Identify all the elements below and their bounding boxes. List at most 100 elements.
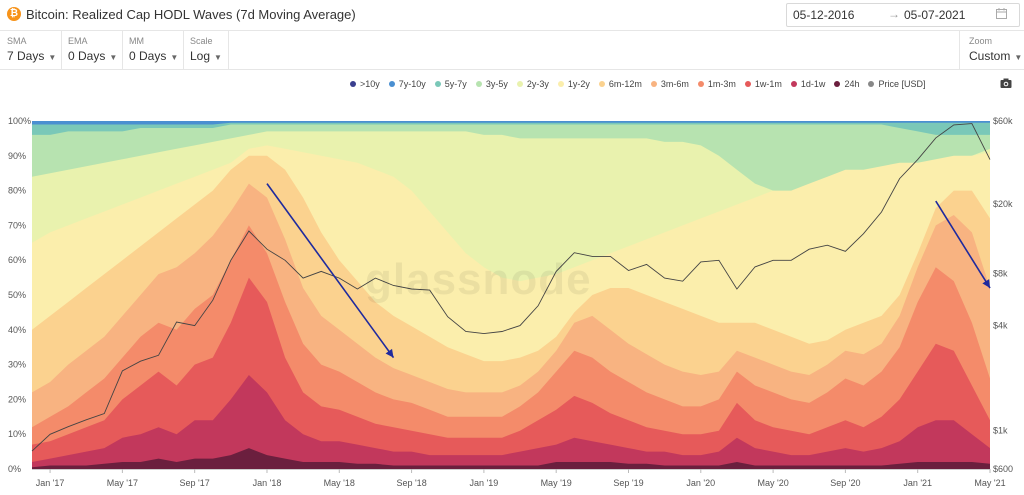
legend-label: Price [USD]	[878, 79, 926, 89]
legend-label: 1y-2y	[567, 79, 590, 89]
legend-label: 7y-10y	[398, 79, 426, 89]
zoom-select[interactable]: Zoom Custom ▼	[959, 31, 1024, 69]
legend-item[interactable]: 1d-1w	[790, 79, 826, 89]
legend-item[interactable]: 1y-2y	[557, 79, 590, 89]
legend-item[interactable]: 3m-6m	[650, 79, 689, 89]
y-left-tick-label: 90%	[8, 151, 26, 161]
calendar-icon[interactable]	[996, 8, 1007, 19]
y-right-tick-label: $4k	[993, 321, 1008, 331]
legend-label: 5y-7y	[444, 79, 467, 89]
legend-label: 1d-1w	[800, 79, 826, 89]
x-tick-label: Jan '17	[36, 478, 65, 488]
legend-item[interactable]: 24h	[834, 79, 859, 89]
chevron-down-icon: ▼	[170, 53, 179, 62]
chevron-down-icon: ▼	[48, 53, 57, 62]
legend-label: 1w-1m	[754, 79, 782, 89]
legend-item[interactable]: >10y	[350, 79, 380, 89]
x-axis: Jan '17 May '17 Sep '17 Jan '18 May '18 Sep '…	[32, 469, 1006, 488]
legend-dot	[834, 81, 841, 87]
scale-value[interactable]: Log ▼	[190, 49, 222, 63]
trend-arrow-head	[982, 279, 990, 289]
y-left-tick-label: 80%	[8, 186, 26, 196]
legend-label: 3y-5y	[485, 79, 508, 89]
y-left-tick-label: 30%	[8, 360, 26, 370]
x-tick-label: Sep '18	[396, 478, 426, 488]
date-end[interactable]: 05-07-2021	[904, 8, 966, 22]
ema-value[interactable]: 0 Days ▼	[68, 49, 118, 63]
date-range-picker[interactable]: 05-12-2016 → 05-07-2021	[786, 3, 1020, 27]
mm-select[interactable]: MM 0 Days ▼	[122, 31, 184, 69]
legend-dot	[650, 81, 657, 87]
scale-label: Scale	[190, 36, 213, 46]
mm-value[interactable]: 0 Days ▼	[129, 49, 179, 63]
y-right-tick-label: $20k	[993, 199, 1013, 209]
legend-label: 1m-3m	[707, 79, 736, 89]
y-right-tick-label: $1k	[993, 425, 1008, 435]
camera-icon[interactable]	[1000, 77, 1012, 89]
page-title: Bitcoin: Realized Cap HODL Waves (7d Mov…	[26, 7, 356, 22]
x-tick-label: May '21	[974, 478, 1005, 488]
watermark: glassnode	[365, 255, 592, 304]
legend-dot	[557, 81, 564, 87]
legend-label: 6m-12m	[608, 79, 642, 89]
legend-dot	[516, 81, 523, 87]
x-tick-label: Jan '20	[686, 478, 715, 488]
zoom-label: Zoom	[969, 36, 993, 46]
chevron-down-icon: ▼	[1014, 53, 1023, 62]
sma-value[interactable]: 7 Days ▼	[7, 49, 57, 63]
y-axis-right: $600 $1k $4k $8k $20k $60k	[993, 116, 1013, 474]
trend-arrow-line	[266, 183, 395, 359]
x-tick-label: Jan '18	[253, 478, 282, 488]
y-left-tick-label: 50%	[8, 290, 26, 300]
trend-arrow-head	[385, 348, 394, 358]
chart-legend: >10y 7y-10y 5y-7y 3y-5y 2y-3y 1y-2y 6m-12m 3m-6…	[350, 77, 934, 91]
legend-label: 3m-6m	[660, 79, 689, 89]
price-layer	[31, 123, 991, 452]
area-1d-1w	[32, 375, 990, 469]
ema-label: EMA	[68, 36, 88, 46]
legend-item[interactable]: 2y-3y	[516, 79, 549, 89]
legend-item[interactable]: 1m-3m	[697, 79, 736, 89]
bitcoin-icon: ₿	[7, 7, 21, 21]
legend-dot	[350, 81, 356, 87]
area-24h	[32, 448, 990, 469]
x-tick-label: Sep '20	[830, 478, 860, 488]
scale-select[interactable]: Scale Log ▼	[183, 31, 229, 69]
y-left-tick-label: 0%	[8, 464, 21, 474]
y-right-tick-label: $60k	[993, 116, 1013, 126]
trend-arrow-line	[935, 200, 991, 289]
x-tick-label: Sep '19	[613, 478, 643, 488]
hodl-waves-chart: 0% 10% 20% 30% 40% 50% 60% 70% 80% 90% 100% $600 $1…	[8, 116, 1013, 488]
legend-dot	[697, 81, 704, 87]
x-tick-label: Jan '21	[903, 478, 932, 488]
y-left-tick-label: 40%	[8, 325, 26, 335]
date-start[interactable]: 05-12-2016	[793, 8, 855, 22]
x-tick-label: May '17	[107, 478, 138, 488]
legend-label: 24h	[844, 79, 860, 89]
y-right-tick-label: $600	[993, 464, 1013, 474]
x-tick-label: Jan '19	[470, 478, 499, 488]
legend-dot	[790, 81, 797, 87]
legend-item[interactable]: 6m-12m	[598, 79, 642, 89]
legend-item[interactable]: Price [USD]	[868, 79, 925, 89]
header: ₿ Bitcoin: Realized Cap HODL Waves (7d M…	[0, 0, 1024, 31]
legend-item[interactable]: 1w-1m	[744, 79, 782, 89]
legend-dot	[868, 81, 875, 87]
legend-item[interactable]: 3y-5y	[475, 79, 508, 89]
y-left-tick-label: 20%	[8, 394, 26, 404]
x-tick-label: May '19	[541, 478, 572, 488]
annotation-arrows	[266, 183, 991, 359]
chevron-down-icon: ▼	[109, 53, 118, 62]
legend-item[interactable]: 5y-7y	[434, 79, 467, 89]
controls-bar: SMA 7 Days ▼ EMA 0 Days ▼ MM 0 Days ▼ Scale…	[0, 31, 1024, 70]
legend-dot	[434, 81, 441, 87]
y-left-tick-label: 100%	[8, 116, 31, 126]
zoom-value[interactable]: Custom ▼	[969, 49, 1023, 63]
sma-select[interactable]: SMA 7 Days ▼	[0, 31, 62, 69]
y-right-tick-label: $8k	[993, 268, 1008, 278]
legend-item[interactable]: 7y-10y	[388, 79, 426, 89]
chevron-down-icon: ▼	[214, 53, 222, 62]
y-left-tick-label: 10%	[8, 429, 26, 439]
legend-label: 2y-3y	[526, 79, 549, 89]
ema-select[interactable]: EMA 0 Days ▼	[61, 31, 123, 69]
